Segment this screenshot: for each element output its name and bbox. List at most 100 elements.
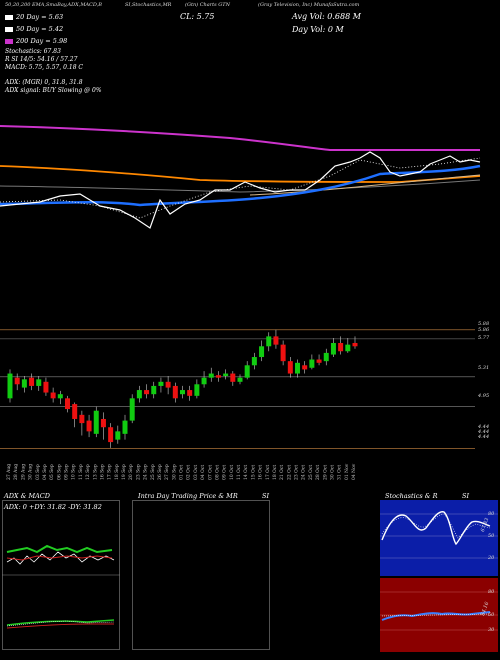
date-label: 30 Oct <box>329 465 335 480</box>
adx-panel-readout: ADX: 0 +DY: 31.82 -DY: 31.82 <box>4 503 102 511</box>
day-vol: Day Vol: 0 M <box>292 25 344 34</box>
intraday-panel-si: SI <box>262 492 270 500</box>
price-label-8: 4.44 <box>478 434 490 440</box>
date-label: 06 Sep <box>56 464 62 480</box>
date-label: 24 Sep <box>143 464 149 480</box>
ma50-blue-line <box>0 164 481 207</box>
date-label: 10 Oct <box>229 465 235 480</box>
candle-body <box>201 377 207 385</box>
candle-body <box>309 359 315 368</box>
legend-swatch-ma200 <box>5 38 13 44</box>
price-label-3: 5.77 <box>478 335 490 341</box>
header-left: 50,20,200 EMA,SmaBay,ADX,MACD,B <box>5 2 102 8</box>
rsi-scale-80: 80 <box>488 589 495 595</box>
macd-green-line <box>6 619 115 626</box>
candle-body <box>65 398 70 410</box>
candle-body <box>230 373 236 382</box>
adx-panel-title: ADX & MACD <box>4 492 50 500</box>
date-label: 23 Oct <box>294 465 300 480</box>
candle-body <box>215 375 221 378</box>
ema-tan-line <box>249 174 481 196</box>
candle-body <box>165 381 171 388</box>
ma200-line <box>0 125 480 151</box>
date-label: 30 Sep <box>171 464 177 480</box>
price-label-7: 4.44 <box>478 429 490 435</box>
legend-label-ma20: 20 Day = 5.63 <box>16 13 64 21</box>
stoch-white-line <box>381 511 491 546</box>
candle-body <box>237 377 243 382</box>
date-label: 09 Sep <box>64 464 70 480</box>
candle-body <box>7 373 13 399</box>
candle-body <box>352 342 358 347</box>
header-right: (Gray Television, Inc) MunafaSutra.com <box>258 2 360 8</box>
intraday-panel-frame <box>132 500 270 650</box>
candle-body <box>21 379 27 388</box>
candle-body <box>287 361 293 374</box>
avg-vol: Avg Vol: 0.688 M <box>292 12 361 21</box>
date-label: 04 Nov <box>351 463 357 480</box>
adx-white-line <box>6 551 115 565</box>
date-label: 25 Oct <box>308 465 314 480</box>
date-label: 08 Oct <box>214 465 220 480</box>
candle-body <box>223 373 229 377</box>
moving-average-chart <box>0 125 481 229</box>
date-label: 17 Sep <box>107 464 113 480</box>
price-white-line <box>0 151 481 229</box>
candle-body <box>151 385 157 395</box>
legend-label-ma50: 50 Day = 5.42 <box>16 25 64 33</box>
date-label: 16 Sep <box>99 464 105 480</box>
date-label: 07 Oct <box>207 465 213 480</box>
date-label: 12 Sep <box>85 464 91 480</box>
candle-body <box>86 420 92 432</box>
candle-body <box>108 427 114 443</box>
macd-readout: MACD: 5.75, 5.57, 0.18 C <box>5 64 84 71</box>
date-label: 27 Aug <box>6 464 12 480</box>
date-label: 05 Sep <box>49 464 55 480</box>
date-label: 04 Sep <box>42 464 48 480</box>
candle-body <box>144 390 150 395</box>
macd-white-line <box>6 620 115 627</box>
date-label: 04 Oct <box>200 465 206 480</box>
date-label: 16 Oct <box>258 465 264 480</box>
candle-body <box>280 344 286 362</box>
candle-body <box>50 392 56 399</box>
adx-macd-panel <box>2 500 120 650</box>
date-label: 23 Sep <box>135 464 141 480</box>
candle-body <box>187 390 193 396</box>
rsi-panel <box>380 578 498 652</box>
rsi-scale-50: 50 <box>488 612 495 618</box>
date-label: 03 Sep <box>35 464 41 480</box>
macd-red-line <box>6 623 114 629</box>
date-label: 17 Oct <box>265 465 271 480</box>
date-label: 11 Oct <box>236 465 242 480</box>
legend-swatch-ma20 <box>5 14 13 20</box>
intraday-panel <box>132 500 270 650</box>
candle-body <box>129 398 135 421</box>
candle-body <box>302 365 308 370</box>
date-label: 18 Sep <box>114 464 120 480</box>
ema-gray-line <box>0 179 481 193</box>
candle-body <box>29 377 35 386</box>
candle-body <box>251 357 257 366</box>
rsi-scale-30: 30 <box>488 627 495 633</box>
stoch-panel-si: SI <box>462 492 470 500</box>
candle-body <box>345 344 351 352</box>
date-label: 28 Aug <box>13 464 19 480</box>
date-label: 01 Nov <box>344 463 350 480</box>
stochastics-panel <box>380 500 498 576</box>
legend-ma50: 50 Day = 5.42 <box>5 25 63 33</box>
candle-body <box>100 418 106 428</box>
date-label: 27 Sep <box>164 464 170 480</box>
date-label: 03 Oct <box>193 465 199 480</box>
stoch-panel-title: Stochastics & R <box>385 492 438 500</box>
date-label: 21 Oct <box>279 465 285 480</box>
candle-body <box>259 346 265 358</box>
date-label: 30 Aug <box>28 464 34 480</box>
candle-body <box>43 381 49 393</box>
rsi-readout: R SI 14/5: 54.16 / 57.27 <box>5 56 78 63</box>
candle-body <box>194 384 200 396</box>
candle-body <box>244 365 250 378</box>
stoch-scale-20: 20 <box>488 555 495 561</box>
header-mid: SI,Stochastics,MR <box>125 2 172 8</box>
candle-body <box>323 352 329 362</box>
